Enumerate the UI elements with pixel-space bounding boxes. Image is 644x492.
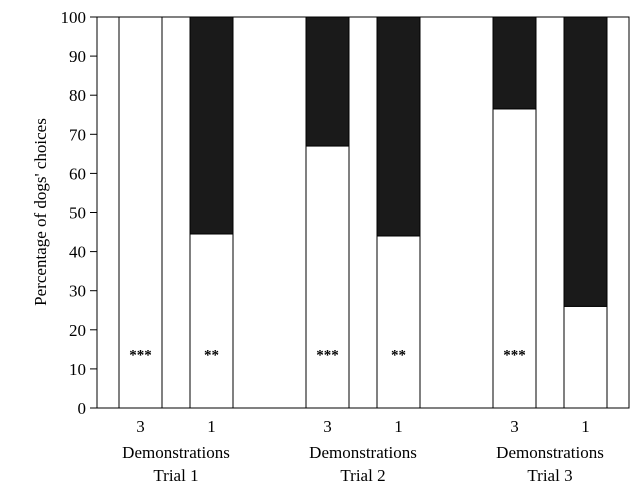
category-label: 3 bbox=[136, 417, 145, 436]
significance-labels: *** ** *** ** *** bbox=[129, 347, 526, 363]
group-label-line2: Trial 3 bbox=[527, 466, 572, 485]
y-tick-label: 20 bbox=[69, 321, 86, 340]
group-labels: Demonstrations Trial 1 Demonstrations Trial… bbox=[122, 443, 604, 485]
bar-segment bbox=[189, 233, 234, 409]
bar-segment bbox=[563, 16, 608, 307]
y-tick-label: 0 bbox=[78, 399, 87, 418]
bar-segment bbox=[118, 16, 163, 409]
bar-segment bbox=[492, 16, 537, 110]
y-tick-label: 50 bbox=[69, 204, 86, 223]
y-tick-label: 60 bbox=[69, 164, 86, 183]
group-label-line1: Demonstrations bbox=[122, 443, 230, 462]
bar-segment bbox=[376, 235, 421, 409]
bars bbox=[118, 16, 608, 409]
category-label: 1 bbox=[394, 417, 403, 436]
bar-segment bbox=[376, 16, 421, 237]
y-axis-label: Percentage of dogs' choices bbox=[31, 118, 50, 306]
y-tick-label: 30 bbox=[69, 282, 86, 301]
significance-label: *** bbox=[129, 347, 152, 363]
y-tick-label: 40 bbox=[69, 243, 86, 262]
plot-frame bbox=[96, 16, 630, 409]
bar-segment bbox=[189, 16, 234, 235]
category-labels: 3 1 3 1 3 1 bbox=[136, 417, 590, 436]
y-tick-label: 70 bbox=[69, 125, 86, 144]
significance-label: ** bbox=[204, 347, 219, 363]
y-tick-label: 80 bbox=[69, 86, 86, 105]
significance-label: *** bbox=[316, 347, 339, 363]
y-ticks: 0 10 20 30 40 50 60 70 80 90 100 bbox=[61, 8, 97, 418]
category-label: 3 bbox=[510, 417, 519, 436]
category-label: 1 bbox=[207, 417, 216, 436]
bar-segment bbox=[492, 108, 537, 409]
group-label-line2: Trial 1 bbox=[153, 466, 198, 485]
significance-label: *** bbox=[503, 347, 526, 363]
bar-segment bbox=[305, 16, 350, 147]
bar-segment bbox=[305, 145, 350, 409]
group-label-line1: Demonstrations bbox=[309, 443, 417, 462]
group-label-line2: Trial 2 bbox=[340, 466, 385, 485]
y-tick-label: 90 bbox=[69, 47, 86, 66]
significance-label: ** bbox=[391, 347, 406, 363]
category-label: 1 bbox=[581, 417, 590, 436]
group-label-line1: Demonstrations bbox=[496, 443, 604, 462]
bar-segment bbox=[563, 305, 608, 409]
y-tick-label: 10 bbox=[69, 360, 86, 379]
y-tick-label: 100 bbox=[61, 8, 87, 27]
category-label: 3 bbox=[323, 417, 332, 436]
